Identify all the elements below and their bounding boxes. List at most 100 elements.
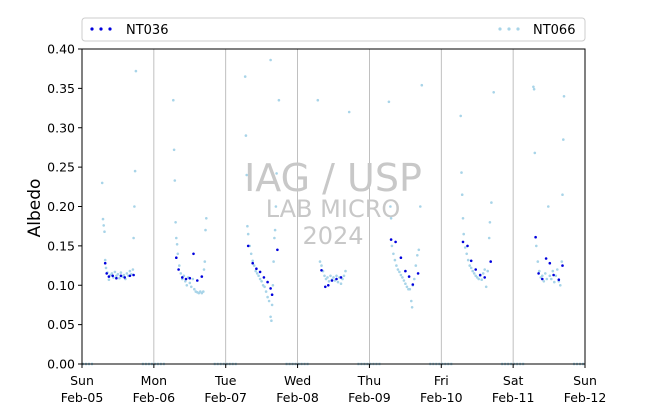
point-nt066 <box>119 271 123 274</box>
point-nt066 <box>263 285 266 289</box>
point-nt066 <box>273 236 276 240</box>
x-tick-label-date: Feb-05 <box>61 390 104 405</box>
point-nt066 <box>487 236 491 240</box>
point-nt066 <box>272 260 275 263</box>
point-nt066 <box>481 272 485 275</box>
point-nt066 <box>387 100 391 104</box>
point-nt036 <box>200 275 204 278</box>
x-tick-label-day: Thu <box>357 373 381 388</box>
point-nt036 <box>474 268 478 271</box>
point-nt066 <box>410 299 413 303</box>
point-nt066 <box>550 277 553 281</box>
point-nt036 <box>128 274 132 278</box>
point-nt036 <box>478 273 482 277</box>
point-nt036 <box>537 272 540 275</box>
point-nt066 <box>101 217 105 221</box>
legend-marker-nt066 <box>507 27 511 31</box>
point-nt036 <box>561 264 564 267</box>
point-nt066 <box>542 280 546 283</box>
y-tick-label: 0.15 <box>47 238 75 253</box>
point-nt066 <box>544 272 547 275</box>
point-nt066 <box>390 244 394 248</box>
point-nt066 <box>132 236 135 240</box>
point-nt066 <box>536 260 540 263</box>
point-nt036 <box>105 272 108 275</box>
point-nt066 <box>532 87 536 91</box>
y-tick-label: 0.10 <box>47 278 75 293</box>
legend-box <box>81 17 586 42</box>
point-nt066 <box>173 179 177 182</box>
point-nt066 <box>320 264 323 267</box>
point-nt066 <box>490 201 493 204</box>
point-nt066 <box>389 217 393 220</box>
point-nt066 <box>556 268 559 271</box>
point-nt066 <box>459 114 463 118</box>
point-nt036 <box>255 267 258 271</box>
point-nt036 <box>489 260 493 263</box>
point-nt036 <box>411 283 415 286</box>
x-axis: Sun Feb-05 Mon Feb-06 Tue Feb-07 Wed Feb-08 Thu F… <box>61 364 607 405</box>
point-nt066 <box>245 173 248 177</box>
point-nt036 <box>416 272 420 275</box>
point-nt066 <box>258 277 262 281</box>
x-tick-label-date: Feb-12 <box>564 390 607 405</box>
y-tick-label: 0.40 <box>47 42 75 57</box>
point-nt066 <box>252 264 256 267</box>
watermark: IAG / USP LAB MICRO 2024 <box>244 156 422 250</box>
x-tick-label-date: Feb-11 <box>492 390 535 405</box>
point-nt066 <box>103 230 106 233</box>
x-tick-label-date: Feb-08 <box>276 390 319 405</box>
point-nt066 <box>246 224 249 228</box>
watermark-line1: IAG / USP <box>244 156 422 200</box>
point-nt066 <box>202 290 205 293</box>
point-nt066 <box>264 290 268 293</box>
point-nt066 <box>128 269 132 273</box>
x-tick-label-date: Feb-07 <box>204 390 247 405</box>
point-nt066 <box>477 277 481 281</box>
watermark-line3: 2024 <box>302 222 363 250</box>
point-nt066 <box>134 69 138 73</box>
point-nt066 <box>417 248 421 252</box>
point-nt066 <box>553 280 556 284</box>
point-nt066 <box>471 269 475 273</box>
point-nt036 <box>483 276 487 279</box>
point-nt066 <box>460 193 464 196</box>
point-nt066 <box>318 260 322 263</box>
point-nt066 <box>488 221 492 224</box>
x-tick-label-day: Mon <box>141 373 167 388</box>
point-nt066 <box>329 274 332 278</box>
point-nt066 <box>260 280 263 283</box>
data-points <box>100 58 566 323</box>
point-nt066 <box>175 243 179 246</box>
x-tick-label-date: Feb-10 <box>420 390 463 405</box>
x-tick-label-day: Sun <box>70 373 94 388</box>
point-nt066 <box>113 270 117 274</box>
point-nt036 <box>188 276 192 280</box>
point-nt066 <box>188 281 192 285</box>
point-nt066 <box>468 264 472 267</box>
point-nt066 <box>193 287 196 291</box>
point-nt066 <box>535 244 538 248</box>
point-nt066 <box>107 278 111 282</box>
legend-marker-nt036 <box>90 27 94 31</box>
day-gridlines <box>153 49 514 364</box>
point-nt066 <box>255 272 259 275</box>
legend-entry-nt066: NT066 <box>498 23 575 38</box>
point-nt066 <box>273 228 277 232</box>
legend-label-nt066: NT066 <box>533 23 575 38</box>
point-nt036 <box>181 276 184 279</box>
point-nt036 <box>107 275 111 278</box>
legend-marker-nt036 <box>99 27 103 31</box>
point-nt036 <box>103 261 107 265</box>
point-nt066 <box>269 315 272 319</box>
point-nt066 <box>172 148 176 152</box>
point-nt066 <box>116 272 120 276</box>
point-nt036 <box>552 273 555 277</box>
point-nt036 <box>119 274 123 278</box>
point-nt066 <box>548 274 552 278</box>
y-tick-label: 0.05 <box>47 317 75 332</box>
point-nt036 <box>541 277 544 281</box>
legend-marker-nt066 <box>516 27 520 31</box>
point-nt066 <box>332 276 335 279</box>
point-nt066 <box>327 280 331 283</box>
